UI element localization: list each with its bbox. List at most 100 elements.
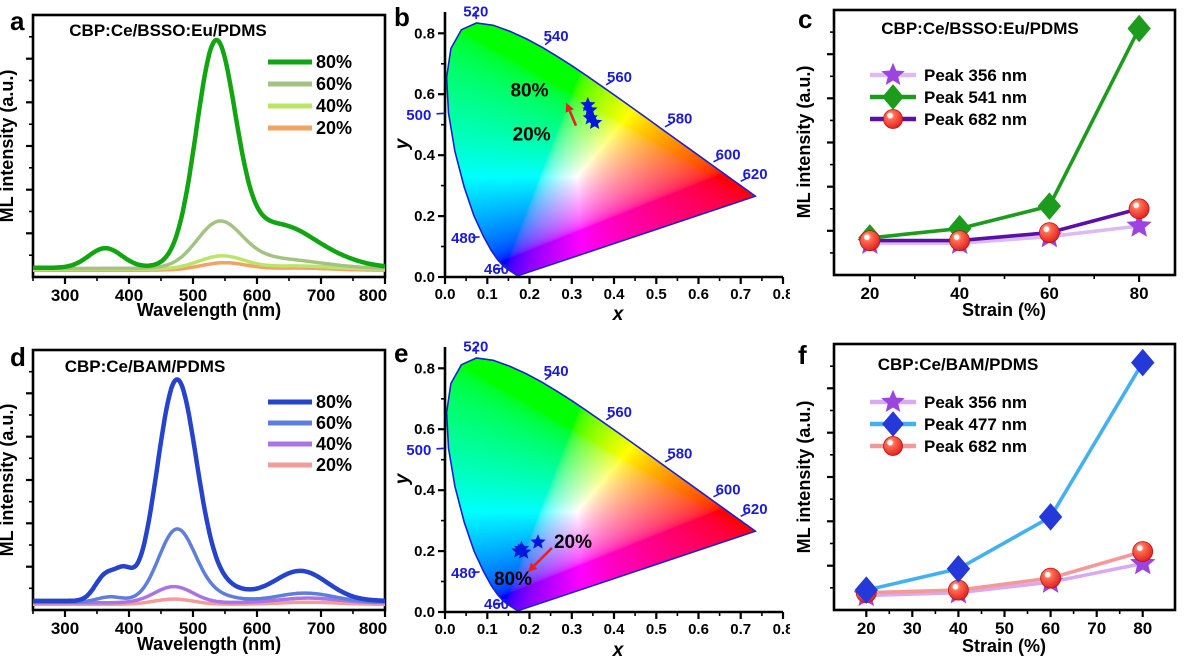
- wavelength-tick: [544, 374, 552, 381]
- x-tick-label: 400: [115, 619, 143, 638]
- x-tick-label: 0.7: [730, 286, 751, 303]
- legend-label: 60%: [316, 74, 352, 94]
- legend-label: 40%: [316, 96, 352, 116]
- y-tick-label: 0.2: [414, 543, 435, 560]
- y-tick-label: 0.8: [414, 25, 435, 42]
- spectrum-curve-60%: [32, 527, 386, 604]
- legend-label: Peak 356 nm: [924, 66, 1027, 85]
- x-tick-label: 30: [903, 619, 922, 638]
- cie-data-star: [582, 102, 598, 117]
- data-line-Peak 682 nm: [866, 549, 1144, 595]
- x-tick-label: 0.0: [435, 286, 456, 303]
- wavelength-tick: [493, 267, 502, 271]
- panel-e-letter: e: [394, 338, 409, 368]
- legend-label: Peak 682 nm: [924, 110, 1027, 129]
- diamond-marker: [882, 411, 904, 437]
- x-axis-title: x: [612, 304, 625, 325]
- wavelength-label: 600: [716, 147, 741, 164]
- spectrum-curve-80%: [32, 37, 386, 271]
- sphere-marker: [1038, 222, 1060, 244]
- x-axis-title: x: [612, 640, 625, 661]
- wavelength-tick: [436, 112, 445, 115]
- wavelength-label: 560: [607, 404, 632, 421]
- wavelength-label: 620: [743, 166, 768, 183]
- data-line-Peak 682 nm: [869, 207, 1140, 243]
- panel-c-strain-plot: c 20 40 60 80 Strain (%) ML intensity (a.u.) C…: [790, 0, 1185, 334]
- legend-label: Peak 541 nm: [924, 88, 1027, 107]
- wavelength-label: 460: [484, 596, 509, 613]
- panel-title: CBP:Ce/BSSO:Eu/PDMS: [69, 21, 266, 40]
- x-tick-label: 80: [1130, 284, 1149, 303]
- legend-label: 60%: [316, 413, 352, 433]
- x-tick-label: 0.4: [604, 286, 626, 303]
- sphere-marker: [883, 109, 903, 129]
- x-tick-label: 20: [860, 284, 879, 303]
- cie-data-star: [513, 540, 530, 556]
- sphere-highlight: [1136, 545, 1143, 551]
- x-tick-label: 60: [1041, 619, 1060, 638]
- strain-annotation: 80%: [510, 81, 548, 102]
- x-tick-label: 80: [1133, 619, 1152, 638]
- star-marker: [881, 389, 905, 412]
- panel-a-chart-svg: 300 400 500 600 700 800 Wavelength (nm) ML inte…: [0, 13, 387, 320]
- x-tick-label: 40: [949, 619, 968, 638]
- legend-label: 20%: [316, 455, 352, 475]
- x-tick-label: 40: [950, 284, 969, 303]
- sphere-marker: [1132, 541, 1154, 562]
- x-axis-title: Wavelength (nm): [137, 634, 281, 654]
- y-tick-label: 0.4: [414, 482, 436, 499]
- wavelength-tick: [740, 511, 749, 518]
- annotation-arrow-shaft: [533, 547, 553, 567]
- strain-annotation: 80%: [494, 569, 532, 590]
- wavelength-label: 600: [716, 482, 741, 499]
- wavelength-label: 480: [451, 230, 476, 247]
- y-tick-label: 0.0: [414, 604, 435, 621]
- panel-b-cie-diagram: b 0.0 0.1 0.2 0.3 0.4 0.5 0.6 0.7 0.8 0.0 0.2 0.4 0.…: [390, 0, 790, 334]
- y-axis-title: y: [392, 472, 413, 485]
- sphere-marker: [949, 230, 971, 252]
- diamond-marker: [882, 84, 904, 110]
- panel-d-chart-svg: 300 400 500 600 700 800 Wavelength (nm) ML inte…: [0, 348, 387, 654]
- x-tick-label: 700: [307, 619, 335, 638]
- x-tick-label: 600: [243, 286, 271, 305]
- wavelength-tick: [713, 157, 722, 163]
- panel-title: CBP:Ce/BAM/PDMS: [878, 355, 1039, 374]
- sphere-highlight: [864, 234, 870, 240]
- panel-e-cie-diagram: e 0.0 0.1 0.2 0.3 0.4 0.5 0.6 0.7 0.8 0.0 0.2 0.4 0.…: [390, 334, 790, 669]
- y-axis-title: ML intensity (a.u.): [0, 70, 17, 223]
- sphere-highlight: [1043, 226, 1050, 232]
- x-tick-label: 0.4: [604, 621, 626, 638]
- x-tick-label: 800: [359, 286, 387, 305]
- wavelength-tick: [605, 415, 614, 421]
- wavelength-label: 480: [451, 565, 476, 582]
- panel-b-chart-svg: 0.0 0.1 0.2 0.3 0.4 0.5 0.6 0.7 0.8 0.0 0.2 0.4 0.6 0…: [392, 3, 790, 325]
- x-tick-label: 0.5: [646, 286, 667, 303]
- diamond-marker: [1131, 348, 1155, 377]
- sphere-highlight: [953, 234, 960, 240]
- wavelength-tick: [544, 39, 552, 46]
- y-tick-label: 0.6: [414, 421, 435, 438]
- x-tick-label: 0.2: [519, 621, 540, 638]
- panel-d-letter: d: [10, 342, 26, 372]
- data-line-Peak 356 nm: [869, 224, 1140, 245]
- annotation-arrow-head: [527, 562, 538, 573]
- x-tick-label: 0.1: [477, 621, 498, 638]
- panel-f-strain-plot: f 20 30 40 50 60 70 80 Strain (%) ML intensity (…: [790, 334, 1185, 669]
- panel-a-spectrum: a 300 400 500 600 700 800 Wavelength (nm) ML in…: [0, 0, 390, 334]
- x-axis-title: Strain (%): [962, 636, 1046, 656]
- diamond-marker: [1127, 14, 1151, 43]
- diamond-marker: [946, 555, 971, 583]
- wavelength-label: 460: [484, 261, 509, 278]
- x-tick-label: 500: [179, 286, 207, 305]
- y-tick-label: 0.8: [414, 360, 435, 377]
- wavelength-label: 580: [667, 111, 692, 128]
- sphere-highlight: [1133, 202, 1139, 209]
- legend-label: Peak 477 nm: [924, 415, 1027, 434]
- cie-data-star: [530, 534, 546, 549]
- sphere-highlight: [1044, 571, 1051, 578]
- sphere-marker: [883, 436, 903, 456]
- legend-label: 20%: [316, 118, 352, 138]
- legend-label: 40%: [316, 434, 352, 454]
- panel-title: CBP:Ce/BSSO:Eu/PDMS: [881, 19, 1078, 38]
